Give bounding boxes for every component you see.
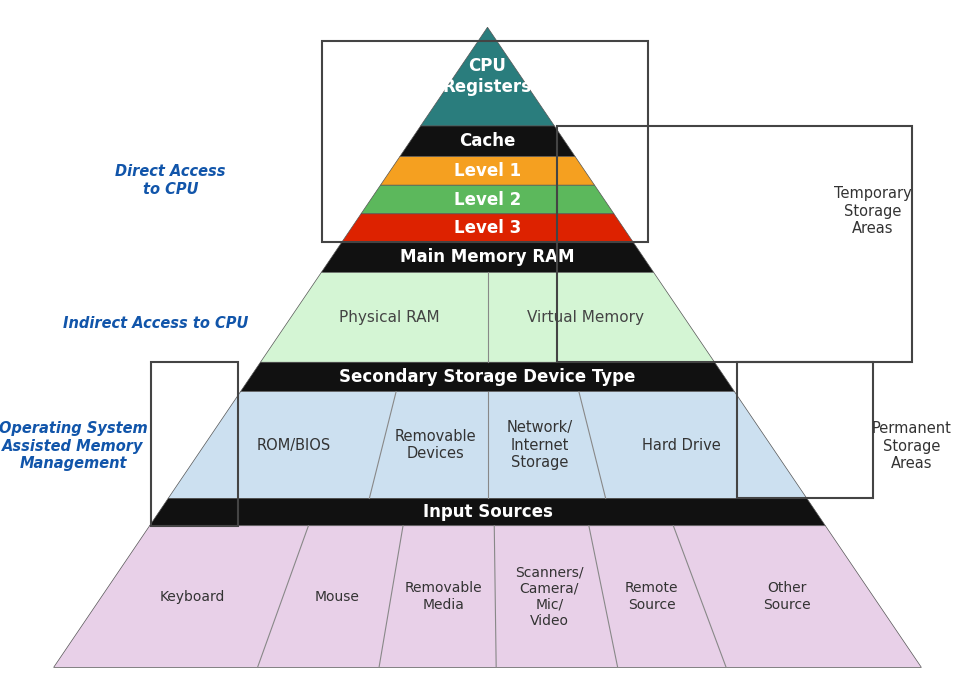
Text: Hard Drive: Hard Drive: [643, 437, 721, 453]
Text: Main Memory RAM: Main Memory RAM: [401, 249, 574, 266]
Text: Direct Access
to CPU: Direct Access to CPU: [115, 164, 226, 197]
Polygon shape: [168, 392, 807, 498]
Text: Physical RAM: Physical RAM: [339, 310, 440, 325]
Text: Level 1: Level 1: [454, 162, 521, 180]
Text: ROM/BIOS: ROM/BIOS: [256, 437, 331, 453]
Polygon shape: [341, 214, 634, 242]
Text: Operating System
Assisted Memory
Management: Operating System Assisted Memory Managem…: [0, 421, 147, 471]
Text: Keyboard: Keyboard: [160, 590, 225, 603]
Text: Temporary
Storage
Areas: Temporary Storage Areas: [834, 186, 912, 236]
Polygon shape: [400, 126, 575, 157]
Text: Removable
Media: Removable Media: [405, 582, 482, 612]
Polygon shape: [420, 27, 555, 126]
Text: Scanners/
Camera/
Mic/
Video: Scanners/ Camera/ Mic/ Video: [515, 565, 583, 628]
Text: Network/
Internet
Storage: Network/ Internet Storage: [507, 420, 573, 470]
Polygon shape: [260, 272, 715, 362]
Polygon shape: [380, 157, 595, 185]
Polygon shape: [361, 185, 614, 214]
Bar: [737, 362, 873, 498]
Text: Removable
Devices: Removable Devices: [394, 429, 476, 461]
Text: Other
Source: Other Source: [762, 582, 810, 612]
Bar: [151, 362, 238, 526]
Bar: [558, 126, 912, 362]
Text: CPU
Registers: CPU Registers: [443, 57, 532, 96]
Text: Virtual Memory: Virtual Memory: [527, 310, 644, 325]
Text: Permanent
Storage
Areas: Permanent Storage Areas: [872, 421, 952, 471]
Text: Mouse: Mouse: [315, 590, 360, 603]
Polygon shape: [54, 526, 921, 667]
Polygon shape: [322, 242, 653, 272]
Polygon shape: [241, 362, 734, 392]
Text: Secondary Storage Device Type: Secondary Storage Device Type: [339, 368, 636, 386]
Text: Indirect Access to CPU: Indirect Access to CPU: [63, 316, 249, 331]
Text: Cache: Cache: [459, 132, 516, 151]
Text: Input Sources: Input Sources: [422, 503, 553, 521]
Text: Level 2: Level 2: [454, 191, 521, 208]
Text: Remote
Source: Remote Source: [625, 582, 679, 612]
Text: Level 3: Level 3: [454, 219, 521, 237]
Polygon shape: [149, 498, 826, 526]
Bar: [322, 41, 648, 242]
